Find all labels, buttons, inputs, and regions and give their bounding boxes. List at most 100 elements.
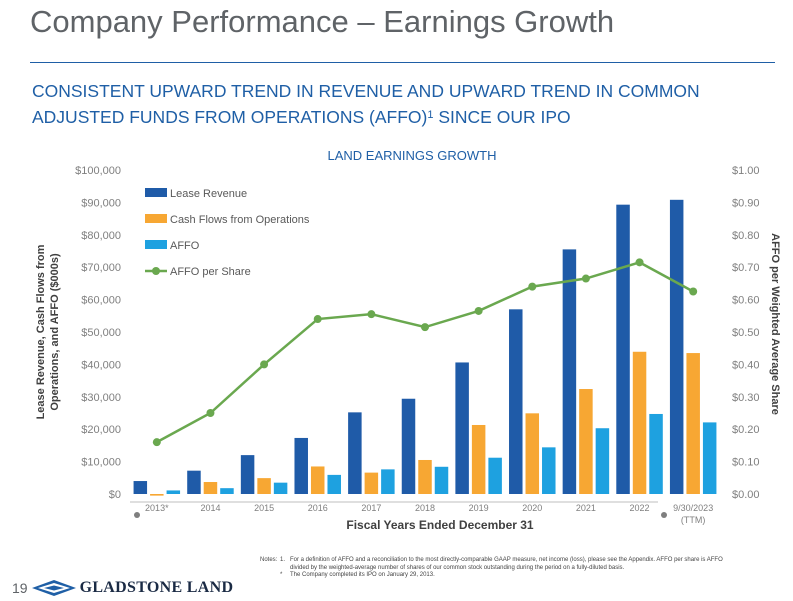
bar-cash-flows-from-operations [364,472,379,494]
footnotes: Notes: 1. For a definition of AFFO and a r… [260,557,723,580]
y2-tick-label: $0.90 [732,197,760,209]
y-tick-label: $90,000 [81,197,121,209]
note-marker-3: * [280,572,283,578]
subtitle-line-2-tail: SINCE OUR IPO [433,107,571,127]
bar-affo [327,474,341,494]
y-tick-label: $60,000 [81,295,121,307]
title-divider [30,62,775,63]
x-axis-title: Fiscal Years Ended December 31 [346,518,534,532]
bar-affo [381,469,395,494]
bar-lease-revenue [669,199,684,495]
y-tick-label: $10,000 [81,457,121,469]
y2-tick-label: $0.60 [732,295,760,307]
x-tick-label: 2014 [200,503,220,513]
slide-title: Company Performance – Earnings Growth [30,4,615,39]
legend-label: AFFO [170,240,200,252]
bar-lease-revenue [616,204,630,494]
y-tick-label: $40,000 [81,359,121,371]
x-tick-sublabel: (TTM) [681,515,706,525]
affo-per-share-point [635,258,644,267]
legend-swatch [145,214,167,223]
x-tick-label: 9/30/2023 [673,503,713,513]
note-text-3: The Company completed its IPO on January… [290,572,435,578]
bar-cash-flows-from-operations [579,389,593,494]
subtitle-line-2: ADJUSTED FUNDS FROM OPERATIONS (AFFO)1 S… [32,104,700,130]
y-tick-label: $0 [109,489,121,501]
bar-cash-flows-from-operations [632,351,647,494]
y2-tick-label: $0.00 [732,489,760,501]
bar-affo [595,428,610,494]
y-axis-title-line-1: Lease Revenue, Cash Flows from [35,244,47,419]
legend-swatch [145,188,167,197]
subtitle-line-2-text: ADJUSTED FUNDS FROM OPERATIONS (AFFO) [32,107,428,127]
affo-per-share-point [367,310,376,319]
chart-title: LAND EARNINGS GROWTH [327,148,496,163]
bar-lease-revenue [240,455,255,494]
subtitle-line-1: CONSISTENT UPWARD TREND IN REVENUE AND U… [32,81,700,101]
x-tick-label: 2018 [415,503,435,513]
y2-tick-label: $0.40 [732,359,760,371]
bar-cash-flows-from-operations [525,413,540,494]
legend-label: Cash Flows from Operations [170,214,310,226]
y2-tick-label: $0.10 [732,457,760,469]
affo-per-share-point [528,282,537,291]
x-tick-label: 2015 [254,503,274,513]
legend-label: AFFO per Share [170,266,251,278]
bar-lease-revenue [187,470,201,494]
bar-cash-flows-from-operations [686,353,700,494]
affo-per-share-point [581,274,590,283]
note-text-2: divided by the weighted-average number o… [290,564,625,571]
bar-cash-flows-from-operations [310,466,325,494]
bar-affo [434,466,449,494]
bar-affo [166,490,181,494]
bar-affo [542,447,556,494]
y2-tick-label: $0.30 [732,392,760,404]
legend-swatch-marker [152,267,160,275]
affo-per-share-point [474,306,483,315]
y-axis-title-line-2: Operations, and AFFO ($000s) [49,253,61,411]
note-row-2: divided by the weighted-average number o… [260,565,723,573]
y-tick-label: $30,000 [81,392,121,404]
x-tick-label: 2019 [469,503,489,513]
page-number: 19 [12,580,28,596]
affo-per-share-point [313,315,322,324]
note-marker-1: 1. [280,557,286,563]
bar-cash-flows-from-operations [203,482,218,494]
y2-tick-label: $0.80 [732,230,760,242]
slide-subtitle: CONSISTENT UPWARD TREND IN REVENUE AND U… [32,78,700,130]
y-tick-label: $70,000 [81,262,121,274]
y-tick-label: $80,000 [81,230,121,242]
bar-affo [488,457,502,494]
bar-lease-revenue [294,437,308,494]
y-tick-label: $100,000 [75,165,121,177]
bar-lease-revenue [455,362,469,494]
y-tick-label: $50,000 [81,327,121,339]
x-tick-label: 2020 [522,503,542,513]
gladstone-logo-icon [31,580,76,596]
bar-lease-revenue [509,309,523,494]
bar-lease-revenue [401,398,416,494]
notes-label: Notes: [260,557,278,563]
x-tick-label: 2013* [145,503,169,513]
y2-tick-label: $0.50 [732,327,760,339]
bar-cash-flows-from-operations [150,494,164,496]
bar-affo [273,482,288,494]
y2-axis-title: AFFO per Weighted Average Share [769,233,781,415]
bar-cash-flows-from-operations [257,478,271,494]
footnote-ref: 1 [427,109,434,121]
y2-tick-label: $0.70 [732,262,760,274]
legend-label: Lease Revenue [170,188,247,200]
earnings-chart: LAND EARNINGS GROWTH $0 $10,000 $20,000 $30,… [35,148,781,532]
note-text-1: For a definition of AFFO and a reconcili… [290,557,723,563]
bar-cash-flows-from-operations [418,459,432,494]
affo-per-share-point [689,287,698,296]
y2-tick-label: $0.20 [732,424,760,436]
axis-end-marker [661,512,667,518]
note-row-3: * The Company completed its IPO on Januar… [260,572,723,580]
affo-per-share-line [156,260,694,444]
legend-swatch [145,240,167,249]
footer: 19 GLADSTONE LAND [12,578,233,598]
bar-affo [220,488,234,494]
affo-per-share-point [421,323,429,332]
y2-tick-label: $1.00 [732,165,760,177]
